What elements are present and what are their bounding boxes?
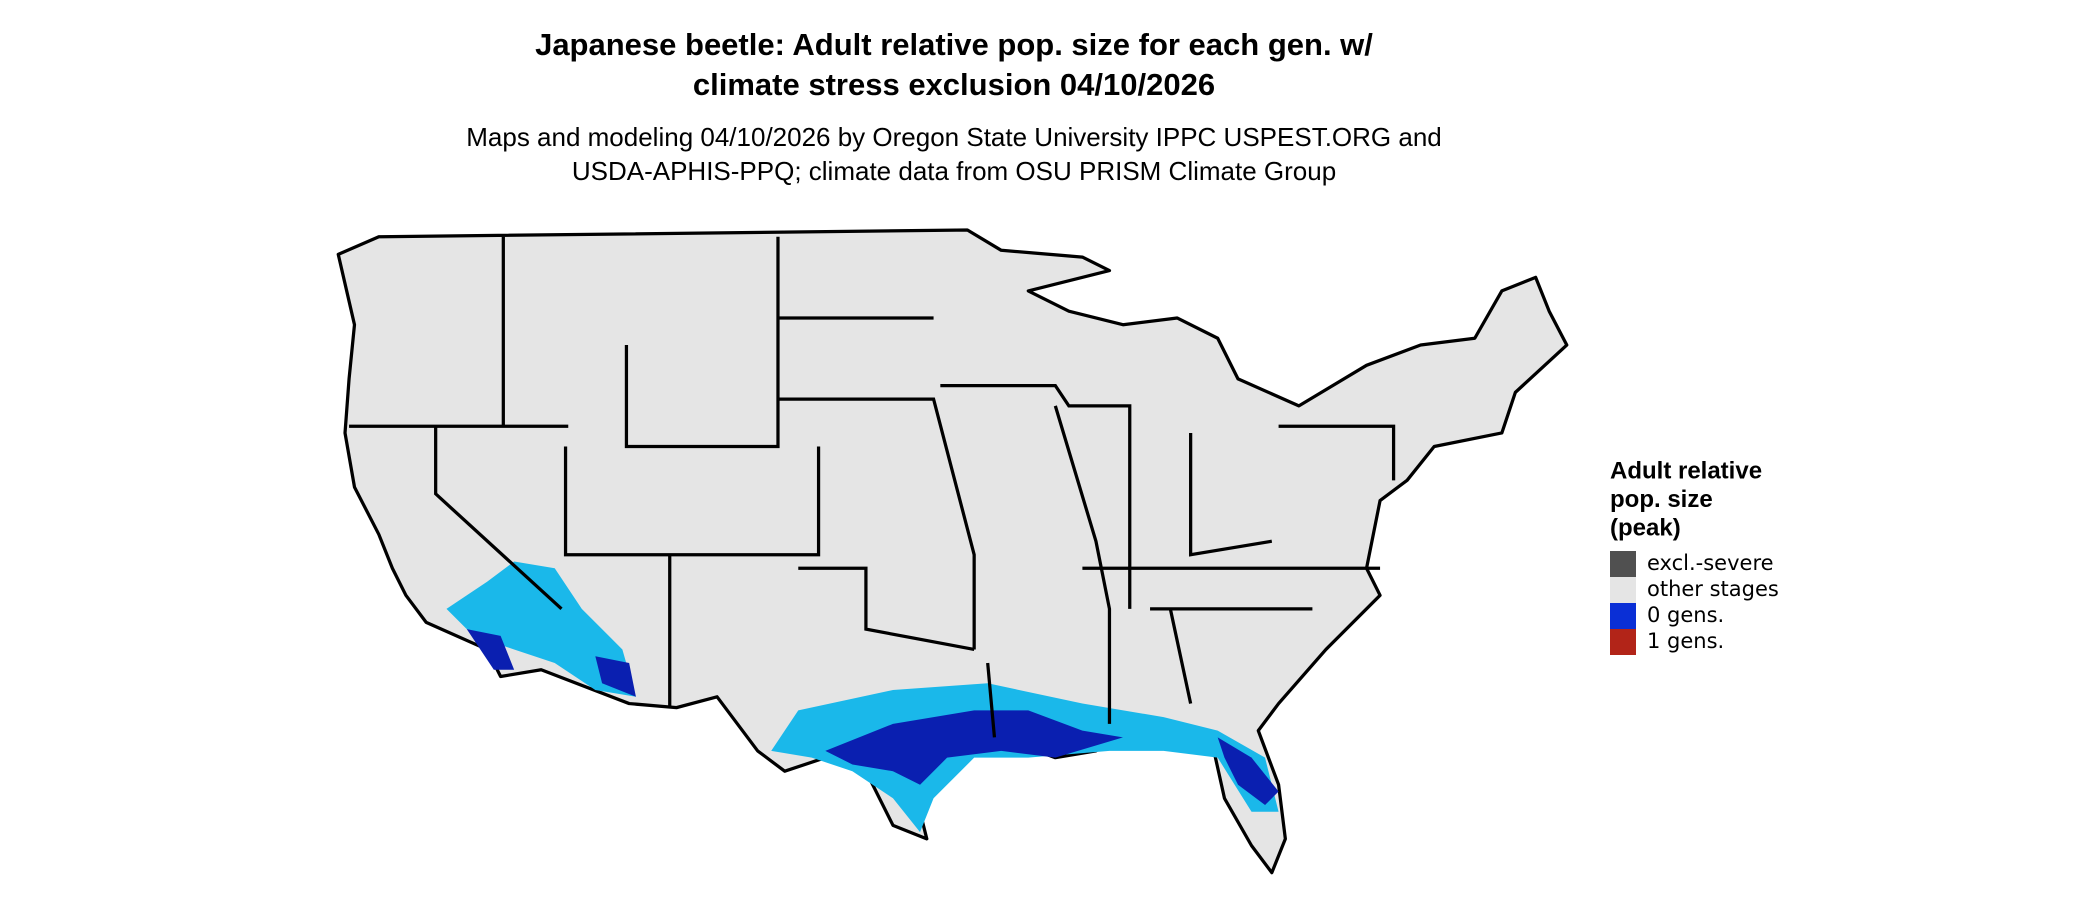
legend-swatch [1610,603,1636,629]
legend-title: pop. size [1610,486,1713,513]
subtitle: USDA-APHIS-PPQ; climate data from OSU PR… [572,156,1336,186]
title: Japanese beetle: Adult relative pop. siz… [535,27,1373,62]
legend-label: excl.-severe [1647,551,1774,575]
range-areas [446,561,1279,833]
legend-title: Adult relative [1610,457,1762,484]
subtitle: Maps and modeling 04/10/2026 by Oregon S… [466,122,1442,152]
us-outline [336,228,1569,875]
legend-swatch [1610,629,1636,655]
legend-swatch [1610,577,1636,603]
title: climate stress exclusion 04/10/2026 [693,67,1215,102]
map [336,228,1569,875]
legend-swatch [1610,551,1636,577]
legend-label: other stages [1647,577,1779,601]
legend-label: 1 gens. [1647,629,1724,653]
legend-title: (peak) [1610,514,1681,541]
state-borders [349,236,1396,738]
legend-label: 0 gens. [1647,603,1724,627]
